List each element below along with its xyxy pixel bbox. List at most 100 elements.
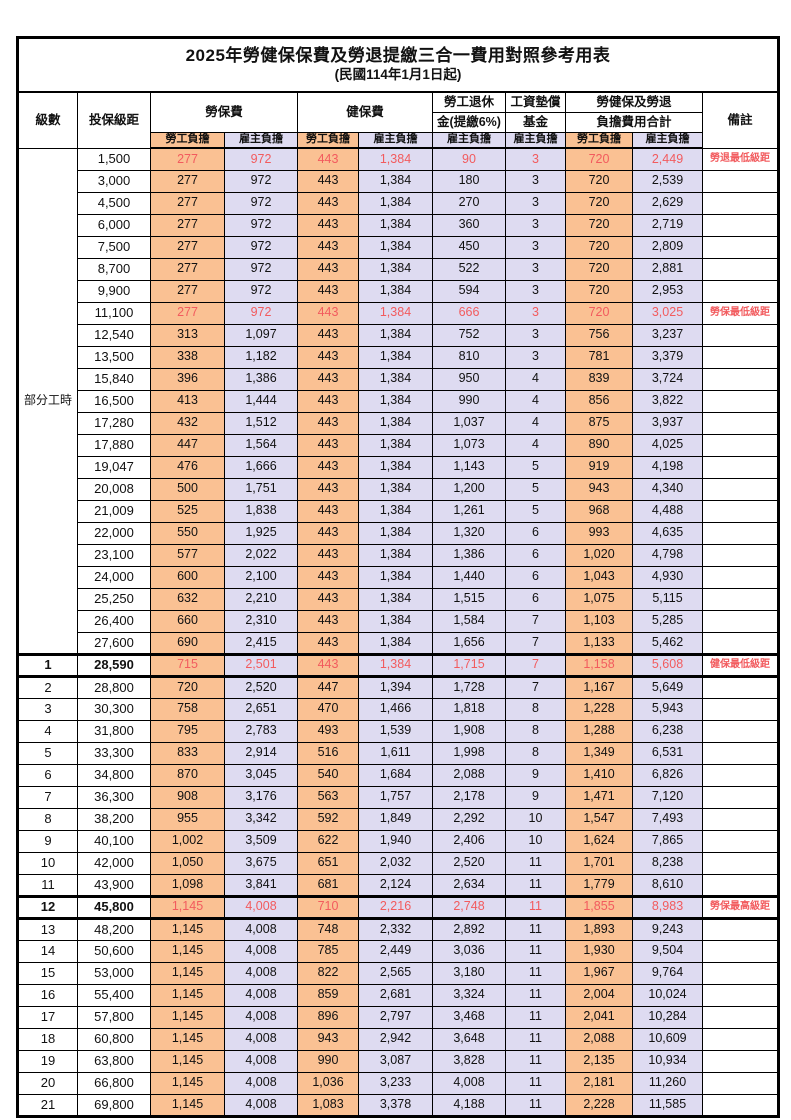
cell-pension-employer: 2,088 xyxy=(432,763,506,787)
cell-total-employer: 5,649 xyxy=(632,675,703,699)
level-cell: 2 xyxy=(17,675,78,699)
cell-total-employee: 919 xyxy=(565,455,633,479)
cell-pension-employer: 1,440 xyxy=(432,565,506,589)
level-cell: 16 xyxy=(17,983,78,1007)
cell-health-employer: 1,384 xyxy=(358,652,433,678)
note-cell xyxy=(701,741,780,765)
cell-pension-employer: 666 xyxy=(432,301,506,325)
cell-wage-fund-employer: 11 xyxy=(505,851,566,875)
cell-health-employee: 443 xyxy=(297,323,359,347)
cell-total-employer: 3,379 xyxy=(632,345,703,369)
level-cell: 19 xyxy=(17,1049,78,1073)
cell-total-employee: 2,135 xyxy=(565,1049,633,1073)
note-cell xyxy=(701,543,780,567)
cell-health-employer: 1,384 xyxy=(358,279,433,303)
cell-total-employee: 1,158 xyxy=(565,652,633,678)
note-cell xyxy=(701,191,780,215)
cell-health-employer: 1,384 xyxy=(358,323,433,347)
cell-labor-employee: 1,145 xyxy=(150,1027,225,1051)
cell-total-employer: 4,798 xyxy=(632,543,703,567)
cell-labor-employee: 660 xyxy=(150,609,225,633)
table-row: 部分工時 1,500 277 972 443 1,384 90 3 720 2,449 勞退最低級距 xyxy=(17,147,780,655)
table-row: 13,500 338 1,182 443 1,384 810 3 781 3,379 xyxy=(18,345,780,369)
table-row: 27,600 690 2,415 443 1,384 1,656 7 1,133 5,462 xyxy=(18,631,780,655)
note-cell xyxy=(701,807,780,831)
cell-wage-fund-employer: 3 xyxy=(505,235,566,259)
cell-labor-employer: 4,008 xyxy=(224,1027,298,1051)
bracket-cell: 66,800 xyxy=(77,1071,151,1095)
level-cell: 20 xyxy=(17,1071,78,1095)
cell-labor-employer: 1,097 xyxy=(224,323,298,347)
cell-labor-employer: 2,210 xyxy=(224,587,298,611)
cell-health-employer: 1,384 xyxy=(358,609,433,633)
cell-health-employee: 710 xyxy=(297,894,359,920)
cell-labor-employer: 1,386 xyxy=(224,367,298,391)
cell-total-employer: 11,585 xyxy=(632,1093,703,1117)
cell-health-employer: 1,384 xyxy=(358,477,433,501)
cell-total-employee: 1,103 xyxy=(565,609,633,633)
cell-total-employer: 4,025 xyxy=(632,433,703,457)
header-row-3: 勞工負擔 雇主負擔 勞工負擔 雇主負擔 雇主負擔 雇主負擔 勞工負擔 雇主負擔 xyxy=(18,132,779,149)
bracket-cell: 60,800 xyxy=(77,1027,151,1051)
cell-total-employee: 1,779 xyxy=(565,873,633,897)
cell-total-employer: 3,237 xyxy=(632,323,703,347)
cell-health-employer: 1,384 xyxy=(358,631,433,655)
cell-total-employer: 6,531 xyxy=(632,741,703,765)
cell-health-employee: 443 xyxy=(297,587,359,611)
cell-total-employer: 8,983 xyxy=(632,894,703,920)
table-row: 10 42,000 1,050 3,675 651 2,032 2,520 11 1,701 8,… xyxy=(17,851,780,875)
bracket-cell: 3,000 xyxy=(77,169,151,193)
note-cell xyxy=(701,1093,780,1117)
table-row: 18 60,800 1,145 4,008 943 2,942 3,648 11 2,088 10… xyxy=(17,1027,780,1051)
cell-labor-employee: 277 xyxy=(150,191,225,215)
cell-health-employer: 1,384 xyxy=(358,147,433,171)
cell-total-employee: 1,855 xyxy=(565,894,633,920)
cell-wage-fund-employer: 10 xyxy=(505,807,566,831)
cell-total-employer: 3,724 xyxy=(632,367,703,391)
bracket-cell: 21,009 xyxy=(77,499,151,523)
cell-total-employee: 2,088 xyxy=(565,1027,633,1051)
cell-labor-employee: 338 xyxy=(150,345,225,369)
cell-health-employee: 516 xyxy=(297,741,359,765)
cell-total-employer: 6,238 xyxy=(632,719,703,743)
cell-labor-employee: 277 xyxy=(150,279,225,303)
cell-labor-employee: 1,145 xyxy=(150,1071,225,1095)
cell-health-employee: 443 xyxy=(297,543,359,567)
cell-labor-employer: 1,838 xyxy=(224,499,298,523)
bracket-cell: 45,800 xyxy=(77,894,151,920)
cell-labor-employee: 500 xyxy=(150,477,225,501)
cell-health-employee: 443 xyxy=(297,169,359,193)
bracket-cell: 57,800 xyxy=(77,1005,151,1029)
cell-labor-employee: 955 xyxy=(150,807,225,831)
cell-pension-employer: 1,715 xyxy=(432,652,506,678)
cell-wage-fund-employer: 4 xyxy=(505,411,566,435)
cell-total-employer: 9,504 xyxy=(632,939,703,963)
note-cell: 健保最低級距 xyxy=(701,652,780,678)
note-cell xyxy=(701,785,780,809)
cell-labor-employee: 1,145 xyxy=(150,1049,225,1073)
level-cell: 11 xyxy=(17,873,78,897)
cell-wage-fund-employer: 3 xyxy=(505,257,566,281)
cell-pension-employer: 2,406 xyxy=(432,829,506,853)
note-cell: 勞退最低級距 xyxy=(701,147,780,171)
cell-pension-employer: 2,634 xyxy=(432,873,506,897)
table-row: 8 38,200 955 3,342 592 1,849 2,292 10 1,547 7,493 xyxy=(17,807,780,831)
level-cell: 21 xyxy=(17,1093,78,1117)
cell-total-employer: 2,629 xyxy=(632,191,703,215)
cell-total-employee: 720 xyxy=(565,235,633,259)
table-row: 7,500 277 972 443 1,384 450 3 720 2,809 xyxy=(18,235,780,259)
cell-wage-fund-employer: 3 xyxy=(505,213,566,237)
page-subtitle: (民國114年1月1日起) xyxy=(334,67,462,83)
cell-total-employer: 7,493 xyxy=(632,807,703,831)
note-cell xyxy=(701,917,780,941)
cell-labor-employee: 1,145 xyxy=(150,894,225,920)
cell-total-employee: 856 xyxy=(565,389,633,413)
cell-wage-fund-employer: 3 xyxy=(505,191,566,215)
note-cell xyxy=(701,1005,780,1029)
table-row: 3,000 277 972 443 1,384 180 3 720 2,539 xyxy=(18,169,780,193)
cell-health-employer: 1,384 xyxy=(358,169,433,193)
table-title-cell: 2025年勞健保保費及勞退提繳三合一費用對照參考用表 (民國114年1月1日起) xyxy=(16,37,780,93)
bracket-cell: 53,000 xyxy=(77,961,151,985)
note-cell xyxy=(701,411,780,435)
cell-total-employee: 1,228 xyxy=(565,697,633,721)
